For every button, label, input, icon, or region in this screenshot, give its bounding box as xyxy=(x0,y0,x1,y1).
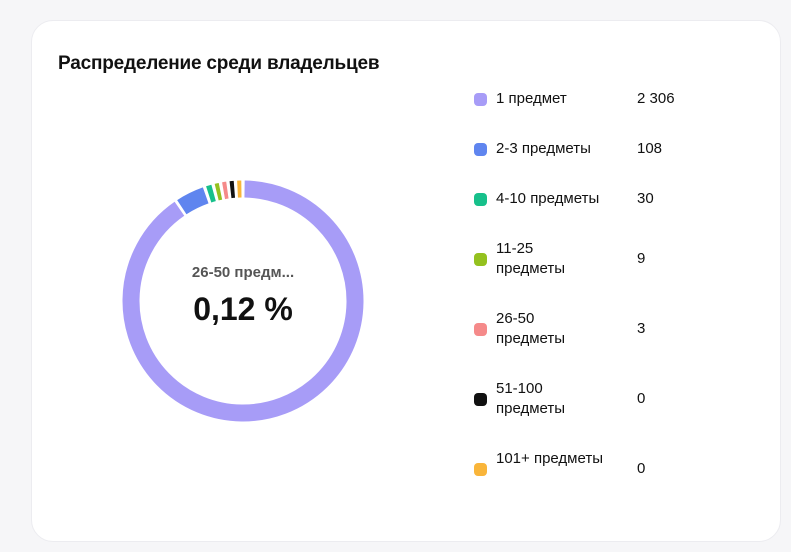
legend-item-101-plus[interactable]: 101+ предметы 0 xyxy=(472,449,772,489)
donut-segment-7[interactable] xyxy=(122,180,364,422)
legend-label-11-25: 11-25 предметы xyxy=(496,240,566,277)
donut-svg xyxy=(120,178,366,424)
legend-item-2-3[interactable]: 2-3 предметы 108 xyxy=(472,139,772,179)
card-title: Распределение среди владельцев xyxy=(58,53,380,74)
legend-swatch-101-plus xyxy=(474,463,487,476)
distribution-card: Распределение среди владельцев 26-50 пре… xyxy=(31,20,781,542)
legend-label-4-10: 4-10 предметы xyxy=(496,190,600,207)
donut-segment-3[interactable] xyxy=(120,178,366,424)
legend-value-1: 2 306 xyxy=(637,90,675,107)
legend-swatch-11-25 xyxy=(474,253,487,266)
donut-segment-2[interactable] xyxy=(120,178,366,424)
legend-swatch-51-100 xyxy=(474,393,487,406)
donut-segment-4[interactable] xyxy=(120,178,366,424)
legend-value-26-50: 3 xyxy=(637,320,646,337)
legend-swatch-26-50 xyxy=(474,323,487,336)
legend-label-26-50: 26-50 предметы xyxy=(496,310,566,347)
donut-segment-5[interactable] xyxy=(120,178,366,424)
legend-item-51-100[interactable]: 51-100 предметы 0 xyxy=(472,379,772,419)
legend-item-26-50[interactable]: 26-50 предметы 3 xyxy=(472,309,772,349)
legend-swatch-1 xyxy=(474,93,487,106)
donut-chart[interactable]: 26-50 предм... 0,12 % xyxy=(120,178,366,424)
legend-swatch-2-3 xyxy=(474,143,487,156)
legend-label-1: 1 предмет xyxy=(496,90,567,107)
legend-value-101-plus: 0 xyxy=(637,460,646,477)
legend-value-51-100: 0 xyxy=(637,390,646,407)
legend-item-11-25[interactable]: 11-25 предметы 9 xyxy=(472,239,772,279)
legend-value-2-3: 108 xyxy=(637,140,663,157)
donut-segment-1[interactable] xyxy=(122,180,364,422)
legend-value-11-25: 9 xyxy=(637,250,646,267)
legend-label-51-100: 51-100 предметы xyxy=(496,380,566,417)
legend-value-4-10: 30 xyxy=(637,190,654,207)
legend-label-101-plus: 101+ предметы xyxy=(496,450,603,467)
donut-center-value: 0,12 % xyxy=(193,291,293,327)
legend-item-4-10[interactable]: 4-10 предметы 30 xyxy=(472,189,772,229)
legend-label-2-3: 2-3 предметы xyxy=(496,140,591,157)
legend-swatch-4-10 xyxy=(474,193,487,206)
donut-center-label: 26-50 предм... xyxy=(191,264,295,281)
legend-item-1[interactable]: 1 предмет 2 306 xyxy=(472,89,772,129)
